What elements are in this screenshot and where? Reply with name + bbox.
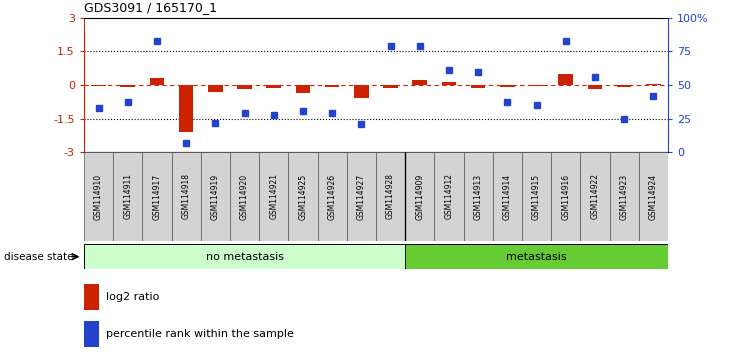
Bar [296,85,310,93]
FancyBboxPatch shape [434,152,464,241]
Bar [237,85,252,90]
FancyBboxPatch shape [376,152,405,241]
Bar [383,85,398,88]
Text: GSM114924: GSM114924 [649,173,658,219]
FancyBboxPatch shape [113,152,142,241]
Text: GSM114918: GSM114918 [182,173,191,219]
FancyBboxPatch shape [610,152,639,241]
Text: percentile rank within the sample: percentile rank within the sample [106,329,293,339]
Text: GSM114915: GSM114915 [532,173,541,219]
Text: GSM114916: GSM114916 [561,173,570,219]
FancyBboxPatch shape [288,152,318,241]
FancyBboxPatch shape [493,152,522,241]
Text: GSM114919: GSM114919 [211,173,220,219]
Text: GSM114917: GSM114917 [153,173,161,219]
Bar [354,85,369,98]
Bar [84,321,99,347]
Bar [471,85,485,88]
FancyBboxPatch shape [84,244,405,269]
Text: GSM114928: GSM114928 [386,173,395,219]
FancyBboxPatch shape [522,152,551,241]
Text: metastasis: metastasis [506,252,567,262]
Bar [208,85,223,92]
Bar [412,80,427,85]
Text: GDS3091 / 165170_1: GDS3091 / 165170_1 [84,1,217,14]
Bar [325,85,339,87]
Text: no metastasis: no metastasis [206,252,283,262]
FancyBboxPatch shape [230,152,259,241]
Bar [646,84,661,85]
Bar [588,85,602,90]
FancyBboxPatch shape [142,152,172,241]
Text: GSM114925: GSM114925 [299,173,307,219]
Bar [120,85,135,87]
FancyBboxPatch shape [84,152,113,241]
Bar [529,85,544,86]
FancyBboxPatch shape [639,152,668,241]
FancyBboxPatch shape [464,152,493,241]
Text: GSM114909: GSM114909 [415,173,424,219]
Text: GSM114927: GSM114927 [357,173,366,219]
Bar [266,85,281,88]
Text: log2 ratio: log2 ratio [106,292,159,302]
Text: GSM114920: GSM114920 [240,173,249,219]
Bar [179,85,193,132]
Bar [558,74,573,85]
FancyBboxPatch shape [551,152,580,241]
Bar [500,85,515,87]
Text: GSM114923: GSM114923 [620,173,629,219]
Text: GSM114911: GSM114911 [123,173,132,219]
Text: GSM114914: GSM114914 [503,173,512,219]
Text: GSM114926: GSM114926 [328,173,337,219]
Text: GSM114921: GSM114921 [269,173,278,219]
Bar [91,85,106,86]
Text: GSM114912: GSM114912 [445,173,453,219]
Bar [150,78,164,85]
FancyBboxPatch shape [201,152,230,241]
Text: GSM114910: GSM114910 [94,173,103,219]
FancyBboxPatch shape [405,152,434,241]
FancyBboxPatch shape [318,152,347,241]
FancyBboxPatch shape [405,244,668,269]
Bar [442,82,456,85]
FancyBboxPatch shape [580,152,610,241]
Bar [617,85,631,87]
FancyBboxPatch shape [259,152,288,241]
FancyBboxPatch shape [172,152,201,241]
Bar [84,284,99,309]
Text: GSM114922: GSM114922 [591,173,599,219]
Text: disease state: disease state [4,252,73,262]
Text: GSM114913: GSM114913 [474,173,483,219]
FancyBboxPatch shape [347,152,376,241]
